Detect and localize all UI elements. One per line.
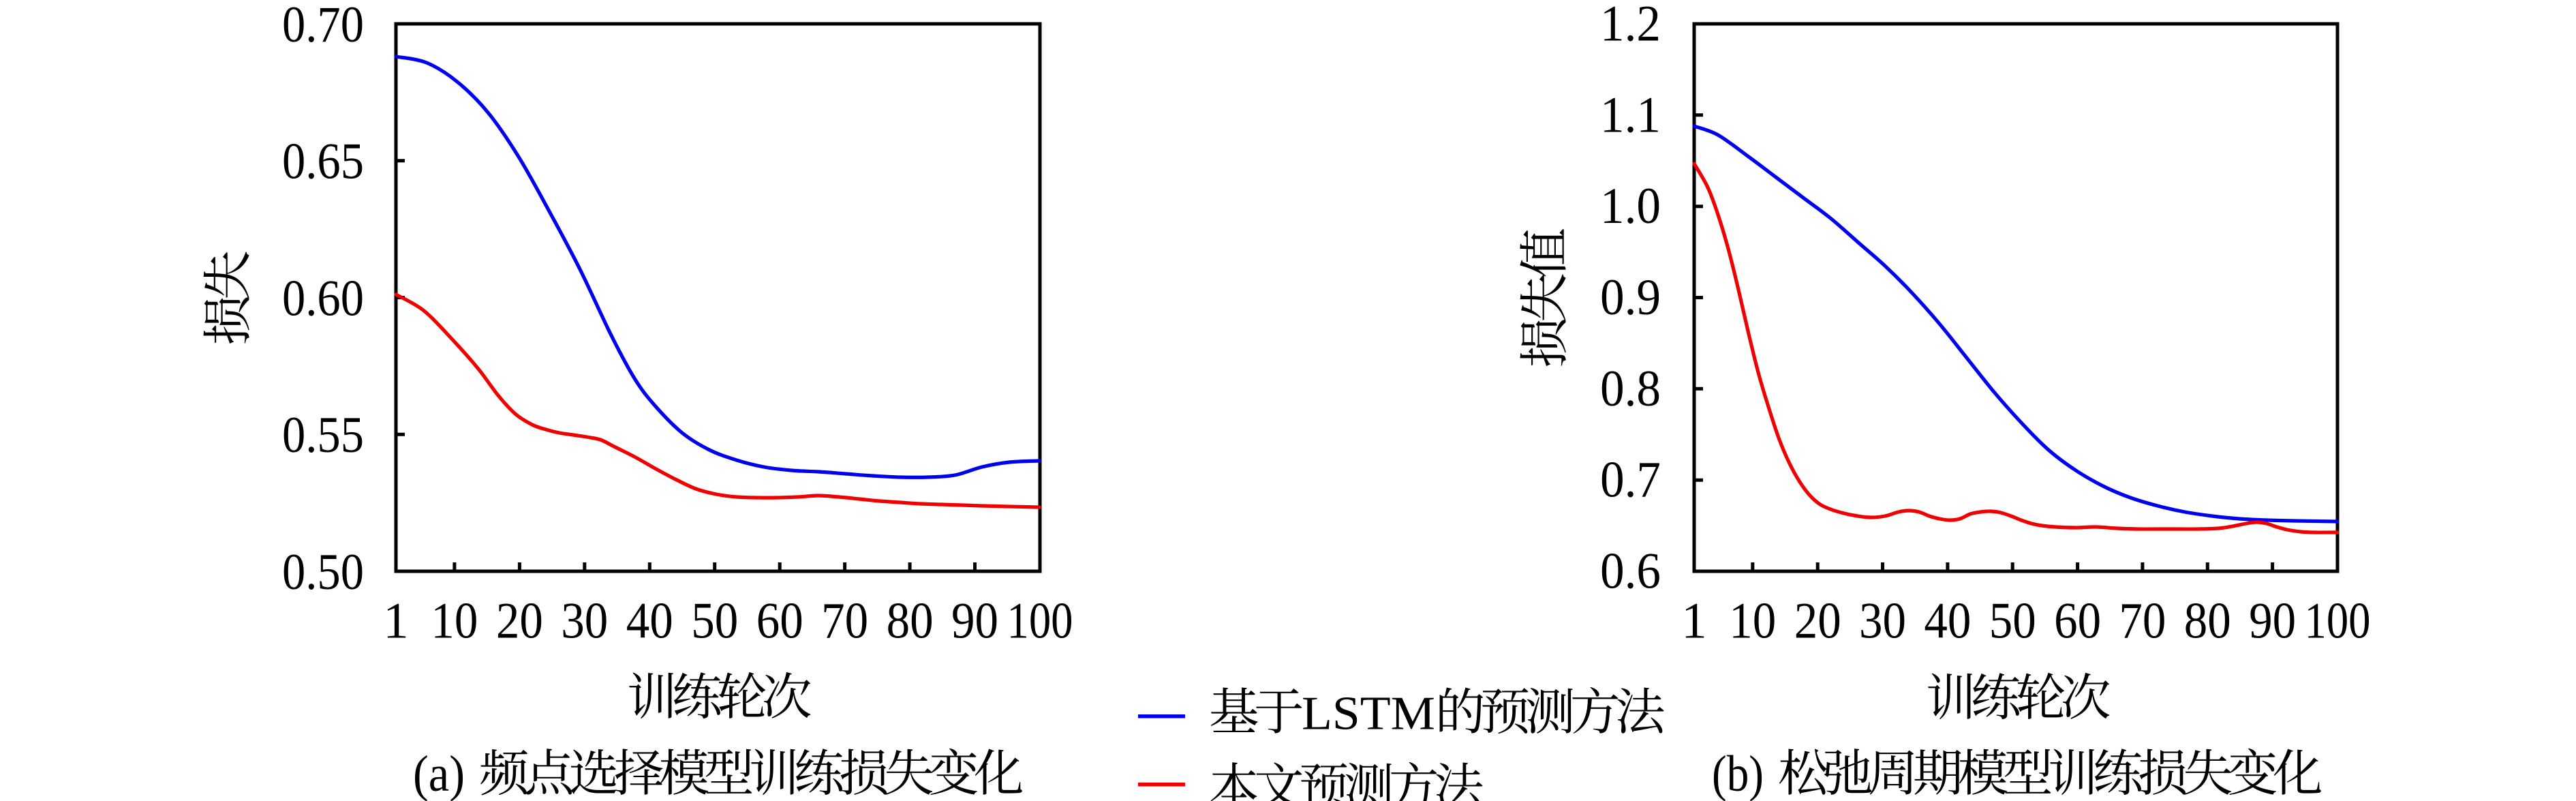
- svg-text:100: 100: [2305, 593, 2371, 650]
- svg-text:80: 80: [2184, 593, 2231, 650]
- svg-text:1: 1: [383, 593, 409, 650]
- svg-text:1: 1: [1681, 593, 1707, 650]
- svg-text:0.7: 0.7: [1600, 452, 1661, 509]
- svg-text:60: 60: [2054, 593, 2101, 650]
- svg-text:LSTM: LSTM: [1302, 688, 1435, 740]
- svg-text:0.8: 0.8: [1600, 361, 1661, 417]
- svg-text:30: 30: [1859, 593, 1906, 650]
- svg-text:0.50: 0.50: [282, 544, 364, 601]
- svg-text:20: 20: [1794, 593, 1841, 650]
- svg-text:100: 100: [1007, 593, 1073, 650]
- svg-text:40: 40: [1924, 593, 1971, 650]
- svg-text:0.60: 0.60: [282, 271, 364, 327]
- svg-text:0.6: 0.6: [1600, 543, 1661, 600]
- svg-text:1.1: 1.1: [1600, 87, 1661, 143]
- svg-text:50: 50: [691, 593, 738, 650]
- svg-text:10: 10: [1729, 593, 1776, 650]
- svg-text:(b): (b): [1712, 746, 1764, 801]
- svg-text:20: 20: [496, 593, 543, 650]
- svg-text:80: 80: [887, 593, 934, 650]
- svg-text:60: 60: [756, 593, 803, 650]
- svg-text:0.65: 0.65: [282, 134, 364, 190]
- svg-text:40: 40: [626, 593, 673, 650]
- svg-text:0.9: 0.9: [1600, 269, 1661, 326]
- svg-text:70: 70: [2119, 593, 2166, 650]
- svg-text:50: 50: [1989, 593, 2036, 650]
- svg-text:0.70: 0.70: [282, 0, 364, 53]
- svg-text:0.55: 0.55: [282, 407, 364, 464]
- svg-text:(a): (a): [413, 746, 465, 801]
- svg-text:10: 10: [431, 593, 478, 650]
- svg-text:90: 90: [951, 593, 998, 650]
- svg-text:1.2: 1.2: [1600, 0, 1661, 52]
- svg-text:70: 70: [821, 593, 868, 650]
- svg-text:1.0: 1.0: [1600, 178, 1661, 235]
- svg-text:30: 30: [561, 593, 608, 650]
- svg-text:90: 90: [2249, 593, 2296, 650]
